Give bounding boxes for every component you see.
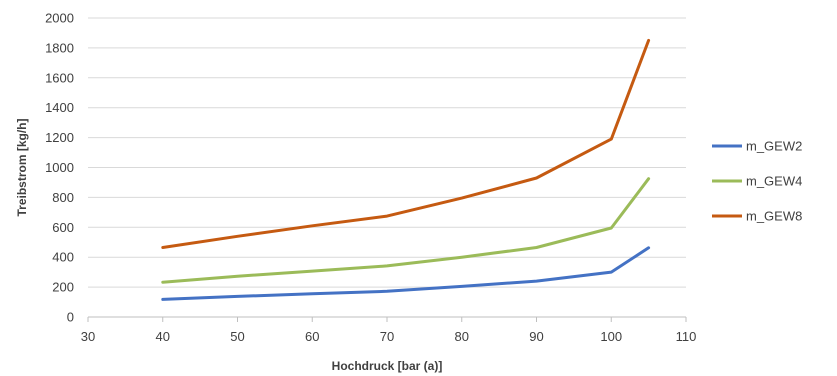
y-axis-title: Treibstrom [kg/h] <box>15 118 29 216</box>
y-tick-label: 1000 <box>45 160 74 175</box>
legend: m_GEW2 m_GEW4 m_GEW8 <box>712 139 802 224</box>
legend-label: m_GEW8 <box>746 209 802 224</box>
y-tick-label: 200 <box>52 280 74 295</box>
axes: 0 200 400 600 800 1000 1200 1400 1600 1800 2000 30 4… <box>45 11 696 345</box>
y-tick-label: 1200 <box>45 130 74 145</box>
x-tick-label: 100 <box>600 329 622 344</box>
y-tick-label: 2000 <box>45 11 74 26</box>
x-tick-label: 80 <box>455 329 469 344</box>
x-tick-label: 110 <box>676 329 697 344</box>
y-tick-label: 400 <box>52 250 74 265</box>
grid-lines <box>88 17 686 288</box>
x-tick-label: 90 <box>529 329 543 344</box>
series-line-m_GEW8 <box>161 38 651 249</box>
x-tick-label: 40 <box>156 329 170 344</box>
y-tick-label: 600 <box>52 220 74 235</box>
x-tick-label: 50 <box>230 329 244 344</box>
x-tick-label: 70 <box>380 329 394 344</box>
series-line-m_GEW4 <box>161 177 651 284</box>
x-tick-label: 60 <box>305 329 319 344</box>
y-tick-label: 1400 <box>45 100 74 115</box>
legend-label: m_GEW4 <box>746 174 802 189</box>
y-tick-label: 800 <box>52 190 74 205</box>
x-tick-label: 30 <box>81 329 95 344</box>
data-series <box>161 38 651 301</box>
legend-label: m_GEW2 <box>746 139 802 154</box>
y-tick-label: 1600 <box>45 70 74 85</box>
y-tick-label: 1800 <box>45 40 74 55</box>
series-line-m_GEW2 <box>161 246 651 301</box>
x-axis-title: Hochdruck [bar (a)] <box>332 359 443 373</box>
y-tick-label: 0 <box>67 310 74 325</box>
